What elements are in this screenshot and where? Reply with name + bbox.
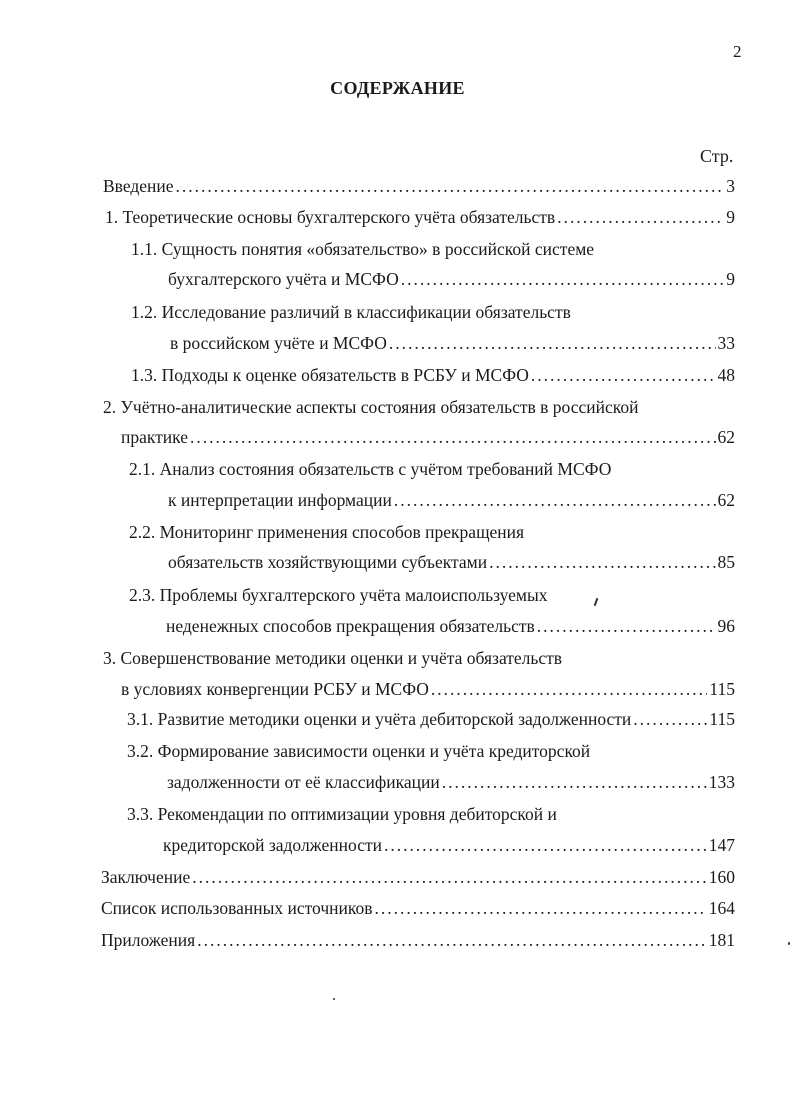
- toc-page-number: 62: [717, 427, 736, 447]
- dot-leader: [384, 835, 707, 856]
- toc-line: 1. Теоретические основы бухгалтерского у…: [105, 207, 735, 229]
- toc-entry-text: задолженности от её классификации: [167, 772, 440, 792]
- dot-leader: [197, 930, 707, 951]
- dot-leader: [176, 176, 725, 197]
- dot-leader: [537, 616, 716, 637]
- toc-line: в российском учёте и МСФО 33: [170, 333, 735, 355]
- toc-page-number: 181: [708, 930, 735, 950]
- toc-entry-text: неденежных способов прекращения обязател…: [166, 616, 535, 636]
- dot-leader: [489, 552, 715, 573]
- toc-page-number: 160: [708, 867, 735, 887]
- toc-entry-text: Приложения: [101, 930, 196, 950]
- toc-entry-text: 1.3. Подходы к оценке обязательств в РСБ…: [131, 365, 529, 385]
- toc-line: 3.1. Развитие методики оценки и учёта де…: [127, 709, 735, 731]
- dot-leader: [192, 867, 707, 888]
- toc-line: к интерпретации информации 62: [168, 490, 735, 512]
- toc-entry-text: Введение: [103, 176, 174, 196]
- page-title: СОДЕРЖАНИЕ: [330, 78, 465, 98]
- toc-page-number: 85: [717, 552, 736, 572]
- toc-entry-text: в условиях конвергенции РСБУ и МСФО: [121, 679, 429, 699]
- toc-entry-text: 1.1. Сущность понятия «обязательство» в …: [131, 239, 595, 259]
- toc-line: Заключение 160: [101, 867, 735, 889]
- dot-leader: [190, 427, 715, 448]
- toc-entry-text: Заключение: [101, 867, 191, 887]
- toc-line: бухгалтерского учёта и МСФО 9: [168, 269, 735, 291]
- toc-line: Приложения 181: [101, 930, 735, 952]
- dot-leader: [531, 365, 716, 386]
- toc-entry-text: 2.2. Мониторинг применения способов прек…: [129, 522, 525, 542]
- toc-entry-text: практике: [121, 427, 189, 447]
- dot-leader: [375, 898, 707, 919]
- toc-entry-text: к интерпретации информации: [168, 490, 392, 510]
- toc-page-number: 9: [726, 207, 735, 227]
- toc-entry-text: 2. Учётно-аналитические аспекты состояни…: [103, 397, 639, 417]
- toc-entry-text: бухгалтерского учёта и МСФО: [168, 269, 399, 289]
- toc-line: Список использованных источников 164: [101, 898, 735, 920]
- toc-page-number: 133: [708, 772, 735, 792]
- toc-entry-text: в российском учёте и МСФО: [170, 333, 387, 353]
- toc-line: 1.2. Исследование различий в классификац…: [131, 302, 571, 324]
- toc-entry-text: 2.3. Проблемы бухгалтерского учёта малои…: [129, 585, 548, 605]
- toc-page-number: 115: [709, 709, 735, 729]
- page-number: 2: [733, 42, 742, 61]
- toc-page-number: 164: [708, 898, 735, 918]
- toc-line: 3.3. Рекомендации по оптимизации уровня …: [127, 804, 557, 826]
- toc-line: 3. Совершенствование методики оценки и у…: [103, 648, 562, 670]
- toc-entry-text: обязательств хозяйствующими субъектами: [168, 552, 488, 572]
- toc-entry-text: 3.3. Рекомендации по оптимизации уровня …: [127, 804, 557, 824]
- toc-entry-text: 3. Совершенствование методики оценки и у…: [103, 648, 563, 668]
- scan-speck: [788, 942, 790, 945]
- toc-line: 2. Учётно-аналитические аспекты состояни…: [103, 397, 639, 419]
- toc-line: задолженности от её классификации 133: [167, 772, 735, 794]
- dot-leader: [557, 207, 724, 228]
- toc-page-number: 147: [708, 835, 735, 855]
- toc-line: 2.3. Проблемы бухгалтерского учёта малои…: [129, 585, 548, 607]
- toc-line: 1.1. Сущность понятия «обязательство» в …: [131, 239, 594, 261]
- toc-line: кредиторской задолженности 147: [163, 835, 735, 857]
- toc-line: обязательств хозяйствующими субъектами 85: [168, 552, 735, 574]
- toc-entry-text: 2.1. Анализ состояния обязательств с учё…: [129, 459, 612, 479]
- toc-entry-text: кредиторской задолженности: [163, 835, 383, 855]
- dot-leader: [442, 772, 707, 793]
- toc-entry-text: 3.1. Развитие методики оценки и учёта де…: [127, 709, 632, 729]
- toc-line: Введение 3: [103, 176, 735, 198]
- toc-line: неденежных способов прекращения обязател…: [166, 616, 735, 638]
- dot-leader: [394, 490, 716, 511]
- toc-line: 2.2. Мониторинг применения способов прек…: [129, 522, 524, 544]
- toc-line: в условиях конвергенции РСБУ и МСФО 115: [121, 679, 735, 701]
- toc-page-number: 3: [726, 176, 735, 196]
- dot-leader: [401, 269, 725, 290]
- toc-line: 1.3. Подходы к оценке обязательств в РСБ…: [131, 365, 735, 387]
- toc-entry-text: 1.2. Исследование различий в классификац…: [131, 302, 571, 322]
- toc-line: практике 62: [121, 427, 735, 449]
- dot-leader: [633, 709, 707, 730]
- toc-page-number: 115: [709, 679, 735, 699]
- page-column-label: Стр.: [700, 146, 734, 166]
- dot-leader: [431, 679, 708, 700]
- dot-leader: [389, 333, 716, 354]
- toc-page-number: 62: [717, 490, 736, 510]
- toc-entry-text: 3.2. Формирование зависимости оценки и у…: [127, 741, 591, 761]
- toc-page-number: 48: [717, 365, 736, 385]
- toc-page-number: 96: [717, 616, 736, 636]
- toc-entry-text: 1. Теоретические основы бухгалтерского у…: [105, 207, 556, 227]
- toc-line: 3.2. Формирование зависимости оценки и у…: [127, 741, 590, 763]
- scan-speck: [333, 998, 335, 1000]
- scan-mark: [593, 597, 599, 607]
- toc-page-number: 33: [717, 333, 736, 353]
- toc-entry-text: Список использованных источников: [101, 898, 373, 918]
- toc-line: 2.1. Анализ состояния обязательств с учё…: [129, 459, 611, 481]
- toc-page-number: 9: [726, 269, 735, 289]
